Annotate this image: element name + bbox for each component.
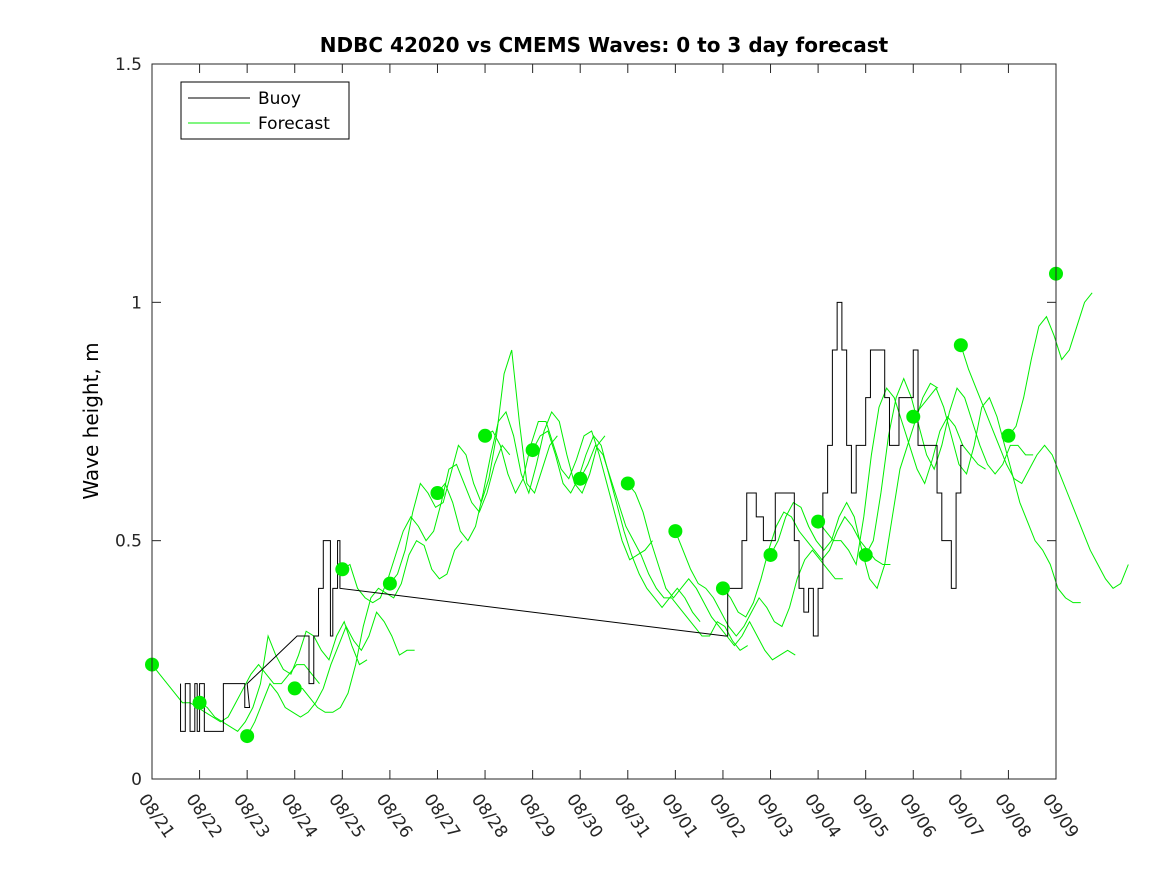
forecast-run-18 xyxy=(960,345,1129,589)
legend-buoy-label: Buoy xyxy=(258,89,301,109)
daily-marker xyxy=(525,443,540,458)
y-tick-label: 0 xyxy=(131,770,142,790)
forecast-run-3 xyxy=(246,611,415,737)
daily-marker xyxy=(573,471,588,486)
forecast-run-10 xyxy=(579,444,748,651)
daily-marker xyxy=(192,695,207,710)
forecast-run-19 xyxy=(1008,292,1093,437)
buoy-series xyxy=(180,301,964,732)
plot-background xyxy=(152,64,1056,779)
daily-marker xyxy=(240,729,255,744)
axes-frame xyxy=(151,63,1057,780)
forecast-run-4 xyxy=(294,539,463,713)
daily-marker xyxy=(858,547,873,562)
daily-marker xyxy=(382,576,397,591)
legend-box xyxy=(180,81,350,140)
forecast-run-11 xyxy=(627,483,796,661)
forecast-run-9 xyxy=(532,430,701,623)
forecast-run-16 xyxy=(865,377,1034,556)
y-tick-label: 1 xyxy=(131,293,142,313)
legend: Buoy Forecast xyxy=(180,81,350,140)
forecast-run-2 xyxy=(199,620,368,732)
forecast-run-1 xyxy=(151,663,320,723)
forecast-run-15 xyxy=(817,387,986,567)
y-tick-label: 0.5 xyxy=(115,532,142,552)
chart-title: NDBC 42020 vs CMEMS Waves: 0 to 3 day fo… xyxy=(320,33,889,57)
daily-marker xyxy=(430,486,445,500)
plot-area: 00.511.508/21 08/22 08/23 08/24 08/25 08/26 08… xyxy=(115,55,1129,842)
y-axis-label: Wave height, m xyxy=(79,342,103,499)
forecast-run-5 xyxy=(342,444,511,604)
y-tick-label: 1.5 xyxy=(115,55,142,75)
forecast-run-13 xyxy=(722,511,891,618)
daily-marker xyxy=(811,514,826,529)
daily-marker xyxy=(906,409,921,424)
forecast-run-7 xyxy=(437,410,606,542)
daily-marker xyxy=(668,524,683,539)
daily-marker xyxy=(715,581,730,596)
daily-marker xyxy=(478,428,493,443)
daily-marker xyxy=(953,338,968,353)
forecast-run-6 xyxy=(389,349,558,584)
daily-marker xyxy=(763,547,778,562)
forecast-run-8 xyxy=(484,421,653,561)
forecast-run-14 xyxy=(770,382,939,590)
daily-marker xyxy=(335,562,350,577)
daily-marker xyxy=(1001,428,1016,443)
forecast-run-17 xyxy=(912,387,1081,604)
daily-marker xyxy=(287,681,302,696)
daily-marker xyxy=(620,476,635,491)
forecast-run-12 xyxy=(674,530,843,637)
legend-forecast-label: Forecast xyxy=(258,114,330,134)
